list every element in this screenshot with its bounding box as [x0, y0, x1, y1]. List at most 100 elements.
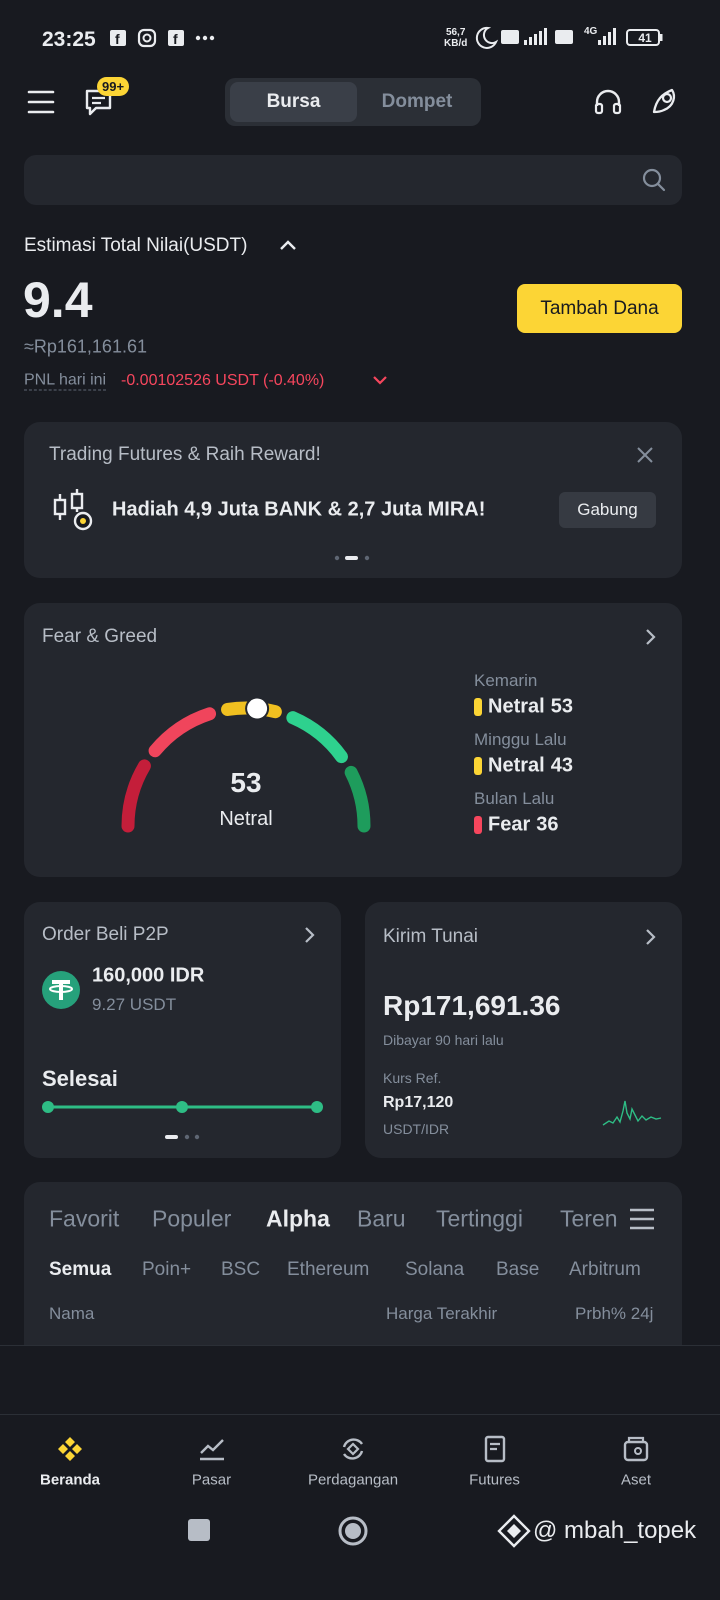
- usdt-icon: [42, 971, 80, 1009]
- tabs-menu-icon[interactable]: [629, 1208, 655, 1230]
- tab-dompet[interactable]: Dompet: [381, 91, 453, 112]
- carousel-dots: [165, 1134, 200, 1140]
- nav-icon[interactable]: [56, 1435, 84, 1463]
- recent-apps-button[interactable]: [187, 1518, 211, 1542]
- active-tab-bg: [230, 82, 357, 122]
- chain-filter[interactable]: Ethereum: [287, 1259, 370, 1280]
- status-time: 23:25: [42, 28, 96, 51]
- svg-text:f: f: [115, 31, 120, 47]
- gauge-segment: [286, 711, 348, 764]
- close-icon[interactable]: [636, 446, 654, 464]
- chain-filter[interactable]: BSC: [221, 1259, 261, 1280]
- history-status: Netral: [488, 695, 545, 718]
- gauge-label: Netral: [219, 808, 273, 830]
- history-indicator: [474, 757, 482, 775]
- market-tab[interactable]: Tertinggi: [436, 1205, 523, 1232]
- progress-track: [42, 1101, 323, 1113]
- nav-label[interactable]: Perdagangan: [307, 1471, 399, 1489]
- p2p-status: Selesai: [42, 1066, 118, 1091]
- svg-text:f: f: [173, 31, 178, 47]
- promo-text: Hadiah 4,9 Juta BANK & 2,7 Juta MIRA!: [112, 498, 486, 521]
- network-type: 4G: [584, 26, 598, 37]
- status-right-icons: [475, 26, 663, 49]
- nav-icon[interactable]: [339, 1435, 367, 1463]
- history-period: Bulan Lalu: [474, 789, 555, 808]
- chevron-icon[interactable]: [645, 928, 657, 946]
- search-bar[interactable]: [24, 155, 682, 205]
- futures-icon: [53, 489, 93, 531]
- column-name: Nama: [49, 1304, 95, 1323]
- cash-subtitle: Dibayar 90 hari lalu: [383, 1032, 504, 1048]
- home-button[interactable]: [338, 1516, 368, 1546]
- watermark-logo: [497, 1514, 531, 1548]
- profile-icon[interactable]: [650, 86, 680, 116]
- nav-label[interactable]: Pasar: [191, 1471, 232, 1489]
- tab-fade: [560, 1196, 682, 1242]
- carousel-dots: [334, 555, 370, 561]
- nav-label[interactable]: Aset: [620, 1471, 651, 1489]
- history-value: 53: [550, 695, 573, 718]
- chevron-icon[interactable]: [645, 628, 657, 646]
- nav-icon[interactable]: [198, 1435, 226, 1463]
- support-icon[interactable]: [594, 88, 622, 116]
- join-button[interactable]: Gabung: [559, 492, 656, 528]
- fear-greed-card: [24, 603, 682, 877]
- collapse-icon[interactable]: [279, 238, 297, 252]
- market-tab[interactable]: Teren: [560, 1205, 618, 1232]
- history-row: Fear 36: [488, 814, 559, 837]
- balance-label: Estimasi Total Nilai(USDT): [24, 235, 248, 256]
- pnl-label[interactable]: PNL hari ini: [24, 371, 107, 391]
- status-icons: f f: [110, 28, 215, 48]
- gauge-segment: [344, 765, 371, 833]
- pnl-value: -0.00102526 USDT: [121, 372, 259, 389]
- nav-icon[interactable]: [481, 1435, 509, 1463]
- message-badge: 99+: [97, 77, 130, 96]
- search-icon[interactable]: [642, 168, 666, 192]
- market-tab[interactable]: Alpha: [266, 1205, 330, 1232]
- p2p-card: [24, 902, 341, 1158]
- net-speed-unit: KB/d: [444, 38, 468, 49]
- watermark: @ mbah_topek: [533, 1517, 697, 1544]
- chain-filter[interactable]: Arbitrum: [569, 1259, 641, 1280]
- menu-icon[interactable]: [27, 89, 55, 115]
- market-tab[interactable]: Populer: [152, 1205, 232, 1232]
- history-period: Kemarin: [474, 671, 538, 690]
- gauge-segment: [121, 759, 151, 833]
- balance-idr: ≈Rp161,161.61: [24, 336, 147, 357]
- pnl-percent: (-0.40%): [263, 372, 325, 389]
- battery-level: 41: [638, 31, 652, 45]
- rate-value: Rp17,120: [383, 1094, 454, 1111]
- history-value: 36: [536, 813, 559, 836]
- deposit-button[interactable]: Tambah Dana: [517, 284, 682, 333]
- nav-divider: [0, 1414, 720, 1415]
- net-speed: 56,7 KB/d: [444, 27, 467, 49]
- gauge-value: 53: [230, 767, 262, 798]
- nav-label[interactable]: Futures: [469, 1471, 520, 1489]
- column-price: Harga Terakhir: [386, 1304, 498, 1323]
- chain-filter[interactable]: Semua: [49, 1259, 112, 1280]
- history-row: Netral 43: [488, 755, 573, 778]
- p2p-usdt: 9.27 USDT: [92, 995, 177, 1014]
- history-status: Fear: [488, 813, 531, 836]
- market-tab[interactable]: Baru: [357, 1205, 406, 1232]
- market-tab[interactable]: Favorit: [49, 1205, 120, 1232]
- history-period: Minggu Lalu: [474, 730, 567, 749]
- chain-filter[interactable]: Poin+: [142, 1259, 192, 1280]
- chain-filter[interactable]: Base: [496, 1259, 540, 1280]
- nav-icon[interactable]: [622, 1435, 650, 1463]
- chain-filter[interactable]: Solana: [405, 1259, 465, 1280]
- nav-label[interactable]: Beranda: [39, 1471, 101, 1489]
- cash-amount: Rp171,691.36: [383, 990, 561, 1021]
- chevron-icon[interactable]: [304, 926, 316, 944]
- pnl-expand-icon[interactable]: [372, 375, 388, 387]
- fear-greed-title: Fear & Greed: [42, 626, 158, 647]
- rate-label: Kurs Ref.: [383, 1070, 442, 1086]
- tab-bursa[interactable]: Bursa: [266, 91, 321, 112]
- sparkline: [602, 1100, 662, 1126]
- cash-card: [365, 902, 682, 1158]
- rate-pair: USDT/IDR: [383, 1121, 450, 1137]
- divider: [0, 1345, 720, 1346]
- pnl-row: -0.00102526 USDT (-0.40%): [121, 372, 324, 390]
